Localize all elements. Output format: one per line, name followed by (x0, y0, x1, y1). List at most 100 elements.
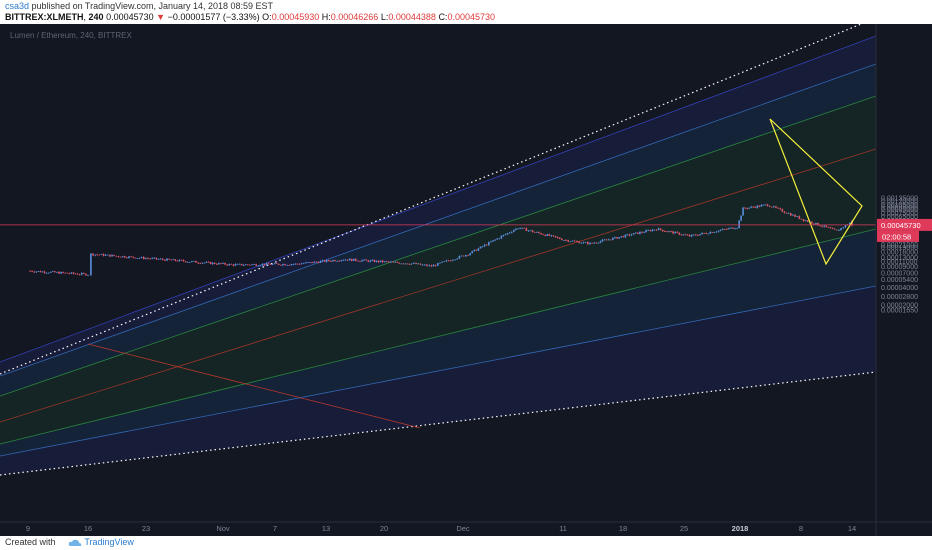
triangle-pattern (769, 118, 863, 266)
candle-body (355, 258, 357, 261)
candle-body (102, 253, 105, 256)
upper-channel-line (0, 24, 863, 375)
chart-canvas[interactable]: Lumen / Ethereum, 240, BITTREX 0.0013500… (0, 24, 932, 536)
price-axis[interactable]: 0.001350000.001200000.001050000.00095000… (881, 195, 918, 314)
candle-body (624, 234, 627, 238)
candle-body (475, 249, 478, 251)
candle-body (558, 237, 561, 239)
candle-body (734, 228, 736, 230)
tradingview-logo[interactable]: TradingView (68, 537, 134, 547)
candle-body (222, 263, 224, 264)
candle-body (674, 231, 676, 234)
candle-body (766, 204, 769, 206)
candle-body (630, 234, 633, 236)
candle-body (172, 259, 175, 261)
last-price: 0.00045730 (106, 12, 154, 22)
candle-body (96, 254, 99, 256)
candle-body (800, 218, 803, 220)
candle-body (616, 236, 618, 239)
candle-body (346, 259, 349, 261)
candle-body (473, 249, 476, 252)
change-arrow-icon: ▼ (156, 12, 166, 22)
candle-body (454, 259, 456, 261)
candle-body (637, 232, 639, 234)
candle-body (589, 242, 591, 245)
price-tick-label: 0.00120000 (881, 198, 918, 205)
candle-body (428, 265, 431, 267)
candle-body (251, 264, 253, 266)
author-link[interactable]: csa3d (5, 1, 30, 11)
channel-band (0, 149, 876, 444)
candle-body (838, 230, 840, 232)
candle-body (628, 234, 631, 236)
candle-body (781, 209, 784, 212)
candle-body (213, 262, 216, 264)
candle-body (465, 255, 467, 257)
chart-area[interactable]: Lumen / Ethereum, 240, BITTREX 0.0013500… (0, 24, 932, 536)
candle-body (90, 253, 92, 276)
candle-body (542, 234, 544, 236)
candle-body (645, 230, 647, 233)
candle-body (70, 272, 73, 274)
candle-body (578, 241, 580, 244)
candle-body (748, 207, 750, 209)
candle-body (614, 236, 616, 238)
candle-body (740, 215, 742, 221)
candle-body (441, 261, 443, 263)
candle-body (821, 226, 823, 227)
candle-body (688, 234, 691, 237)
candle-body (242, 265, 245, 266)
price-tick-label: 0.00019000 (881, 245, 918, 252)
candle-body (199, 263, 202, 264)
channel-line (0, 148, 876, 423)
price-tick-label: 0.00002000 (881, 302, 918, 309)
candle-body (375, 260, 378, 262)
candle-body (580, 242, 583, 244)
price-tick-label: 0.00007000 (881, 271, 918, 278)
candle-body (676, 231, 679, 233)
candle-body (529, 230, 532, 232)
candle-body (164, 259, 166, 261)
candle-body (798, 216, 801, 219)
candle-body (517, 228, 519, 230)
candle-body (178, 259, 181, 262)
candle-body (762, 204, 765, 206)
candle-body (483, 244, 486, 247)
candle-body (415, 263, 417, 265)
candle-body (369, 260, 372, 262)
candle-body (189, 261, 191, 263)
candle-body (531, 230, 534, 232)
candle-body (447, 260, 450, 262)
candle-body (527, 230, 530, 232)
candle-body (396, 261, 398, 263)
candle-body (750, 206, 752, 208)
candle-body (567, 240, 569, 242)
candle-body (561, 238, 563, 241)
candle-body (151, 258, 153, 259)
candle-body (62, 271, 64, 273)
candle-body (552, 235, 555, 237)
symbol-name: BITTREX:XLMETH (5, 12, 84, 22)
candle-body (563, 240, 565, 241)
candle-body (197, 262, 199, 264)
channel-line (0, 63, 876, 377)
candle-body (686, 234, 689, 236)
candle-body (842, 227, 845, 229)
candle-body (719, 229, 722, 231)
candle-body (584, 242, 587, 243)
candle-body (550, 235, 553, 237)
candle-body (115, 255, 118, 257)
candle-body (605, 239, 608, 241)
candle-body (85, 273, 87, 276)
candle-body (336, 260, 338, 262)
candle-body (236, 263, 239, 265)
candle-body (119, 256, 122, 258)
candle-body (128, 256, 130, 258)
candle-body (193, 260, 195, 262)
candle-body (713, 232, 716, 233)
candle-body (690, 234, 693, 237)
candle-body (383, 261, 386, 263)
candle-body (259, 265, 262, 267)
time-axis[interactable]: 9 16 23 Nov 7 13 20 Dec 11 18 25 2018 8 14 (26, 524, 856, 533)
candle-body (819, 225, 821, 227)
